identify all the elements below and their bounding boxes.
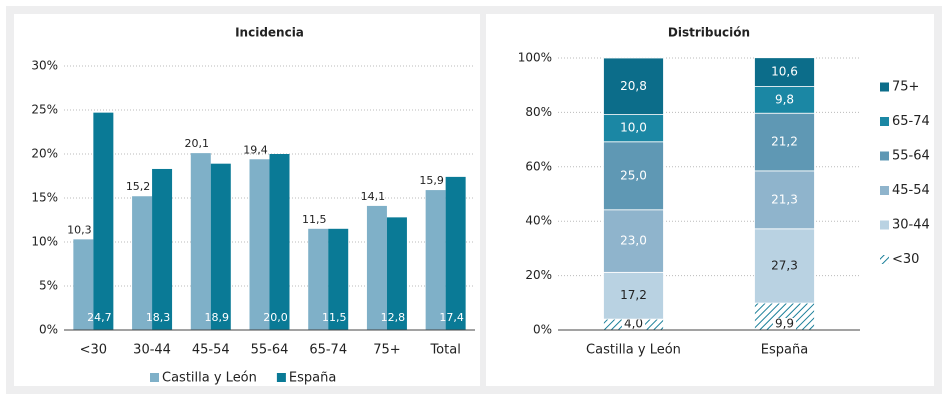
data-label: 19,4 xyxy=(243,143,268,156)
data-label: 9,8 xyxy=(775,92,794,106)
chart-area xyxy=(486,14,934,386)
legend-swatch xyxy=(880,186,889,195)
x-tick-label: 45-54 xyxy=(192,343,230,358)
bar xyxy=(73,239,94,330)
y-tick-label: 0% xyxy=(39,323,58,337)
data-label: 27,3 xyxy=(771,258,798,272)
y-tick-label: 10% xyxy=(31,235,58,249)
data-label: 23,0 xyxy=(620,234,647,248)
data-label: 15,2 xyxy=(126,180,151,193)
bar-segment xyxy=(603,57,664,115)
label-background xyxy=(772,318,797,330)
data-label: 17,2 xyxy=(620,288,647,302)
legend-swatch xyxy=(276,373,286,382)
data-label: 4,0 xyxy=(624,317,643,331)
x-tick-label: Total xyxy=(429,343,460,358)
legend-label: Castilla y León xyxy=(162,371,257,386)
data-label: 21,2 xyxy=(771,135,798,149)
data-label: 12,8 xyxy=(381,311,406,324)
bar-segment xyxy=(754,228,815,304)
x-tick-label: 30-44 xyxy=(133,343,171,358)
bar xyxy=(328,228,349,330)
y-tick-label: 25% xyxy=(31,103,58,117)
data-label: 9,9 xyxy=(775,317,794,331)
chart-title: Incidencia xyxy=(235,26,304,40)
bar xyxy=(366,205,387,330)
legend-label: 65-74 xyxy=(892,114,930,129)
bar xyxy=(152,168,173,330)
bar-segment xyxy=(754,86,815,114)
bar xyxy=(386,217,407,330)
data-label: 11,5 xyxy=(322,311,347,324)
x-tick-label: Castilla y León xyxy=(586,343,681,358)
bar-segment xyxy=(603,209,664,273)
data-label: 10,3 xyxy=(67,223,92,236)
data-label: 18,3 xyxy=(146,311,171,324)
legend-label: 55-64 xyxy=(892,149,930,164)
data-label: 20,8 xyxy=(620,79,647,93)
bar xyxy=(93,112,114,330)
y-tick-label: 80% xyxy=(525,105,552,119)
y-tick-label: 20% xyxy=(31,147,58,161)
y-tick-label: 0% xyxy=(533,323,552,337)
legend-label: <30 xyxy=(892,252,919,267)
bar-segment xyxy=(603,271,664,320)
bar-segment xyxy=(754,170,815,230)
y-tick-label: 20% xyxy=(525,268,552,282)
bar xyxy=(269,154,290,330)
bar xyxy=(249,159,270,330)
data-label: 18,9 xyxy=(205,311,230,324)
legend-swatch xyxy=(880,117,889,126)
y-tick-label: 60% xyxy=(525,159,552,173)
data-label: 20,0 xyxy=(263,311,288,324)
bar xyxy=(445,176,466,330)
legend-label: 75+ xyxy=(892,80,919,95)
y-tick-label: 100% xyxy=(518,51,552,65)
y-tick-label: 40% xyxy=(525,214,552,228)
legend-swatch xyxy=(880,220,889,230)
bar-segment xyxy=(754,57,815,87)
data-label: 25,0 xyxy=(620,168,647,182)
bar xyxy=(308,228,329,330)
bar-segment xyxy=(603,141,664,211)
legend-swatch xyxy=(880,82,889,92)
bar xyxy=(190,153,211,330)
data-label: 21,3 xyxy=(771,192,798,206)
legend-label: España xyxy=(289,371,336,386)
data-label: 15,9 xyxy=(419,174,444,187)
legend-swatch xyxy=(880,255,889,264)
x-tick-label: España xyxy=(761,343,808,358)
chart-title: Distribución xyxy=(668,26,750,40)
legend-label: 45-54 xyxy=(892,183,930,198)
bar xyxy=(210,163,231,330)
data-label: 10,0 xyxy=(620,121,647,135)
data-label: 20,1 xyxy=(185,137,210,150)
y-tick-label: 15% xyxy=(31,191,58,205)
label-background xyxy=(621,318,646,330)
data-label: 17,4 xyxy=(439,311,464,324)
x-tick-label: <30 xyxy=(80,343,107,358)
x-tick-label: 75+ xyxy=(373,343,400,358)
y-tick-label: 30% xyxy=(31,59,58,73)
bar xyxy=(425,190,446,330)
legend-swatch xyxy=(150,373,159,382)
data-label: 24,7 xyxy=(87,311,112,324)
data-label: 14,1 xyxy=(361,190,386,203)
y-tick-label: 5% xyxy=(39,279,58,293)
x-tick-label: 55-64 xyxy=(251,343,289,358)
data-label: 11,5 xyxy=(302,213,327,226)
bar-segment xyxy=(754,112,815,172)
legend-label: 30-44 xyxy=(892,218,930,233)
legend-swatch xyxy=(880,151,889,161)
data-label: 10,6 xyxy=(771,65,798,79)
x-tick-label: 65-74 xyxy=(309,343,347,358)
bar xyxy=(132,196,153,330)
